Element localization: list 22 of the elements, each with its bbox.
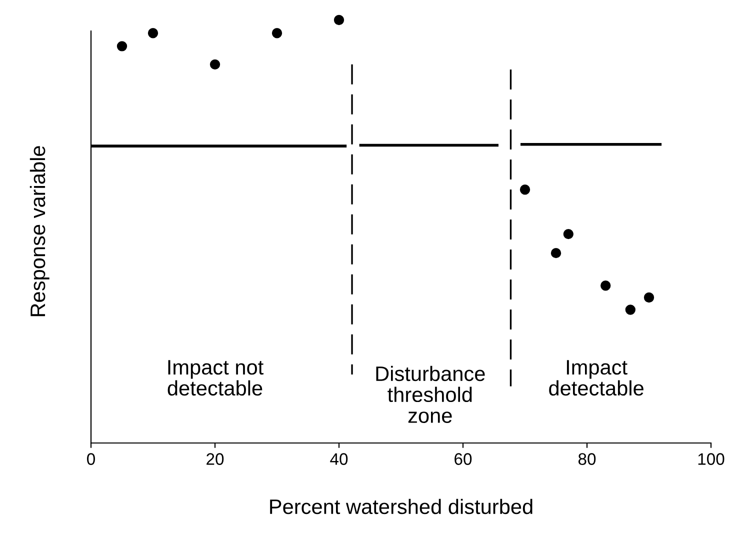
point xyxy=(550,248,562,258)
point xyxy=(148,28,158,38)
point xyxy=(625,304,636,315)
x-axis-title: Percent watershed disturbed xyxy=(270,498,532,514)
annotation: Impact not detectable xyxy=(168,360,264,396)
point xyxy=(272,28,282,38)
annotation: Disturbance threshold zone xyxy=(376,366,485,423)
x-tick-label: 60 xyxy=(454,453,472,465)
point xyxy=(563,228,574,240)
annotation: Impact detectable xyxy=(549,360,644,396)
x-tick-label: 20 xyxy=(206,453,224,465)
point xyxy=(520,184,530,195)
x-tick-label: 80 xyxy=(578,453,596,465)
point xyxy=(210,59,220,70)
point xyxy=(644,292,654,303)
y-axis-title: Response variable xyxy=(30,146,50,316)
point xyxy=(334,14,344,26)
point xyxy=(116,41,128,52)
x-tick-label: 40 xyxy=(330,453,348,465)
point xyxy=(600,280,611,291)
x-tick-label: 0 xyxy=(87,453,95,465)
x-tick-label: 100 xyxy=(698,453,724,465)
